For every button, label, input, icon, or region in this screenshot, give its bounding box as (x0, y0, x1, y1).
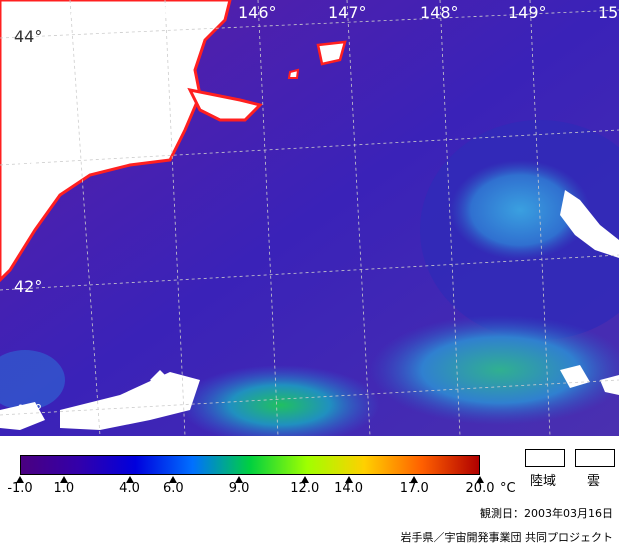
cloud-legend-swatch (575, 449, 615, 467)
longitude-label: 144° (60, 3, 99, 22)
colorbar-tick (300, 476, 309, 483)
colorbar-tick-label: -1.0 (7, 481, 33, 496)
longitude-label: 145° (148, 3, 187, 22)
colorbar-tick-label: 6.0 (162, 481, 184, 496)
temperature-unit: °C (500, 481, 516, 496)
colorbar-tick-label: 12.0 (290, 481, 320, 496)
cool-eddy-south-west (0, 350, 65, 410)
colorbar-tick-label: 14.0 (334, 481, 364, 496)
colorbar-tick-label: 1.0 (53, 481, 75, 496)
colorbar-tick (410, 476, 419, 483)
land-hokkaido (0, 0, 232, 283)
longitude-label: 15 (598, 3, 619, 22)
colorbar-tick-label: 9.0 (228, 481, 250, 496)
longitude-label: 147° (328, 3, 367, 22)
latitude-label: 44° (14, 27, 43, 46)
cloud-legend-label: 雲 (587, 474, 601, 489)
warm-eddy-south (180, 365, 380, 436)
colorbar-tick-label: 4.0 (119, 481, 140, 496)
latitude-label: 42° (14, 277, 43, 296)
latitude-label: 41° (14, 401, 43, 420)
land-legend-swatch (525, 449, 565, 467)
cool-eddy (450, 160, 590, 260)
colorbar-tick (16, 476, 24, 483)
cloud-cover (0, 190, 619, 430)
graticule (0, 0, 619, 436)
longitude-label: 149° (508, 3, 547, 22)
colorbar-tick (169, 476, 178, 483)
colorbar-tick (235, 476, 244, 483)
latitude-label: 43° (14, 151, 43, 170)
land-island (316, 40, 347, 66)
longitude-label: 148° (420, 3, 459, 22)
observation-date: 観測日：2003年03月16日 (480, 507, 613, 520)
colorbar-tick-label: 17.0 (399, 481, 429, 496)
warm-eddy-south-east (370, 315, 619, 425)
longitude-label: 146° (238, 3, 277, 22)
land-islet (287, 68, 300, 79)
land-nemuro (187, 87, 263, 122)
temperature-colorbar (20, 455, 480, 475)
colorbar-tick (125, 476, 134, 483)
sst-map (0, 0, 619, 436)
colorbar-tick-label: 20.0 (465, 481, 495, 496)
colorbar-tick (59, 476, 68, 483)
colorbar-tick (476, 476, 484, 483)
land-legend-label: 陸域 (530, 474, 557, 489)
colorbar-tick (344, 476, 353, 483)
credit-line: 岩手県／宇宙開発事業団 共同プロジェクト (400, 531, 614, 544)
